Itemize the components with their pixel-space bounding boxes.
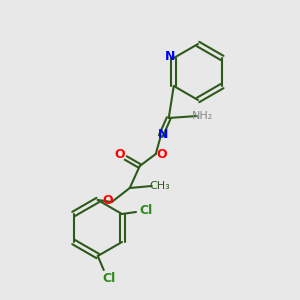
Text: CH₃: CH₃ xyxy=(149,181,170,191)
Text: O: O xyxy=(114,148,125,161)
Text: NH₂: NH₂ xyxy=(192,111,213,121)
Text: Cl: Cl xyxy=(140,203,153,217)
Text: O: O xyxy=(156,148,167,160)
Text: N: N xyxy=(165,50,175,62)
Text: O: O xyxy=(102,194,113,206)
Text: N: N xyxy=(158,128,168,140)
Text: Cl: Cl xyxy=(102,272,116,284)
